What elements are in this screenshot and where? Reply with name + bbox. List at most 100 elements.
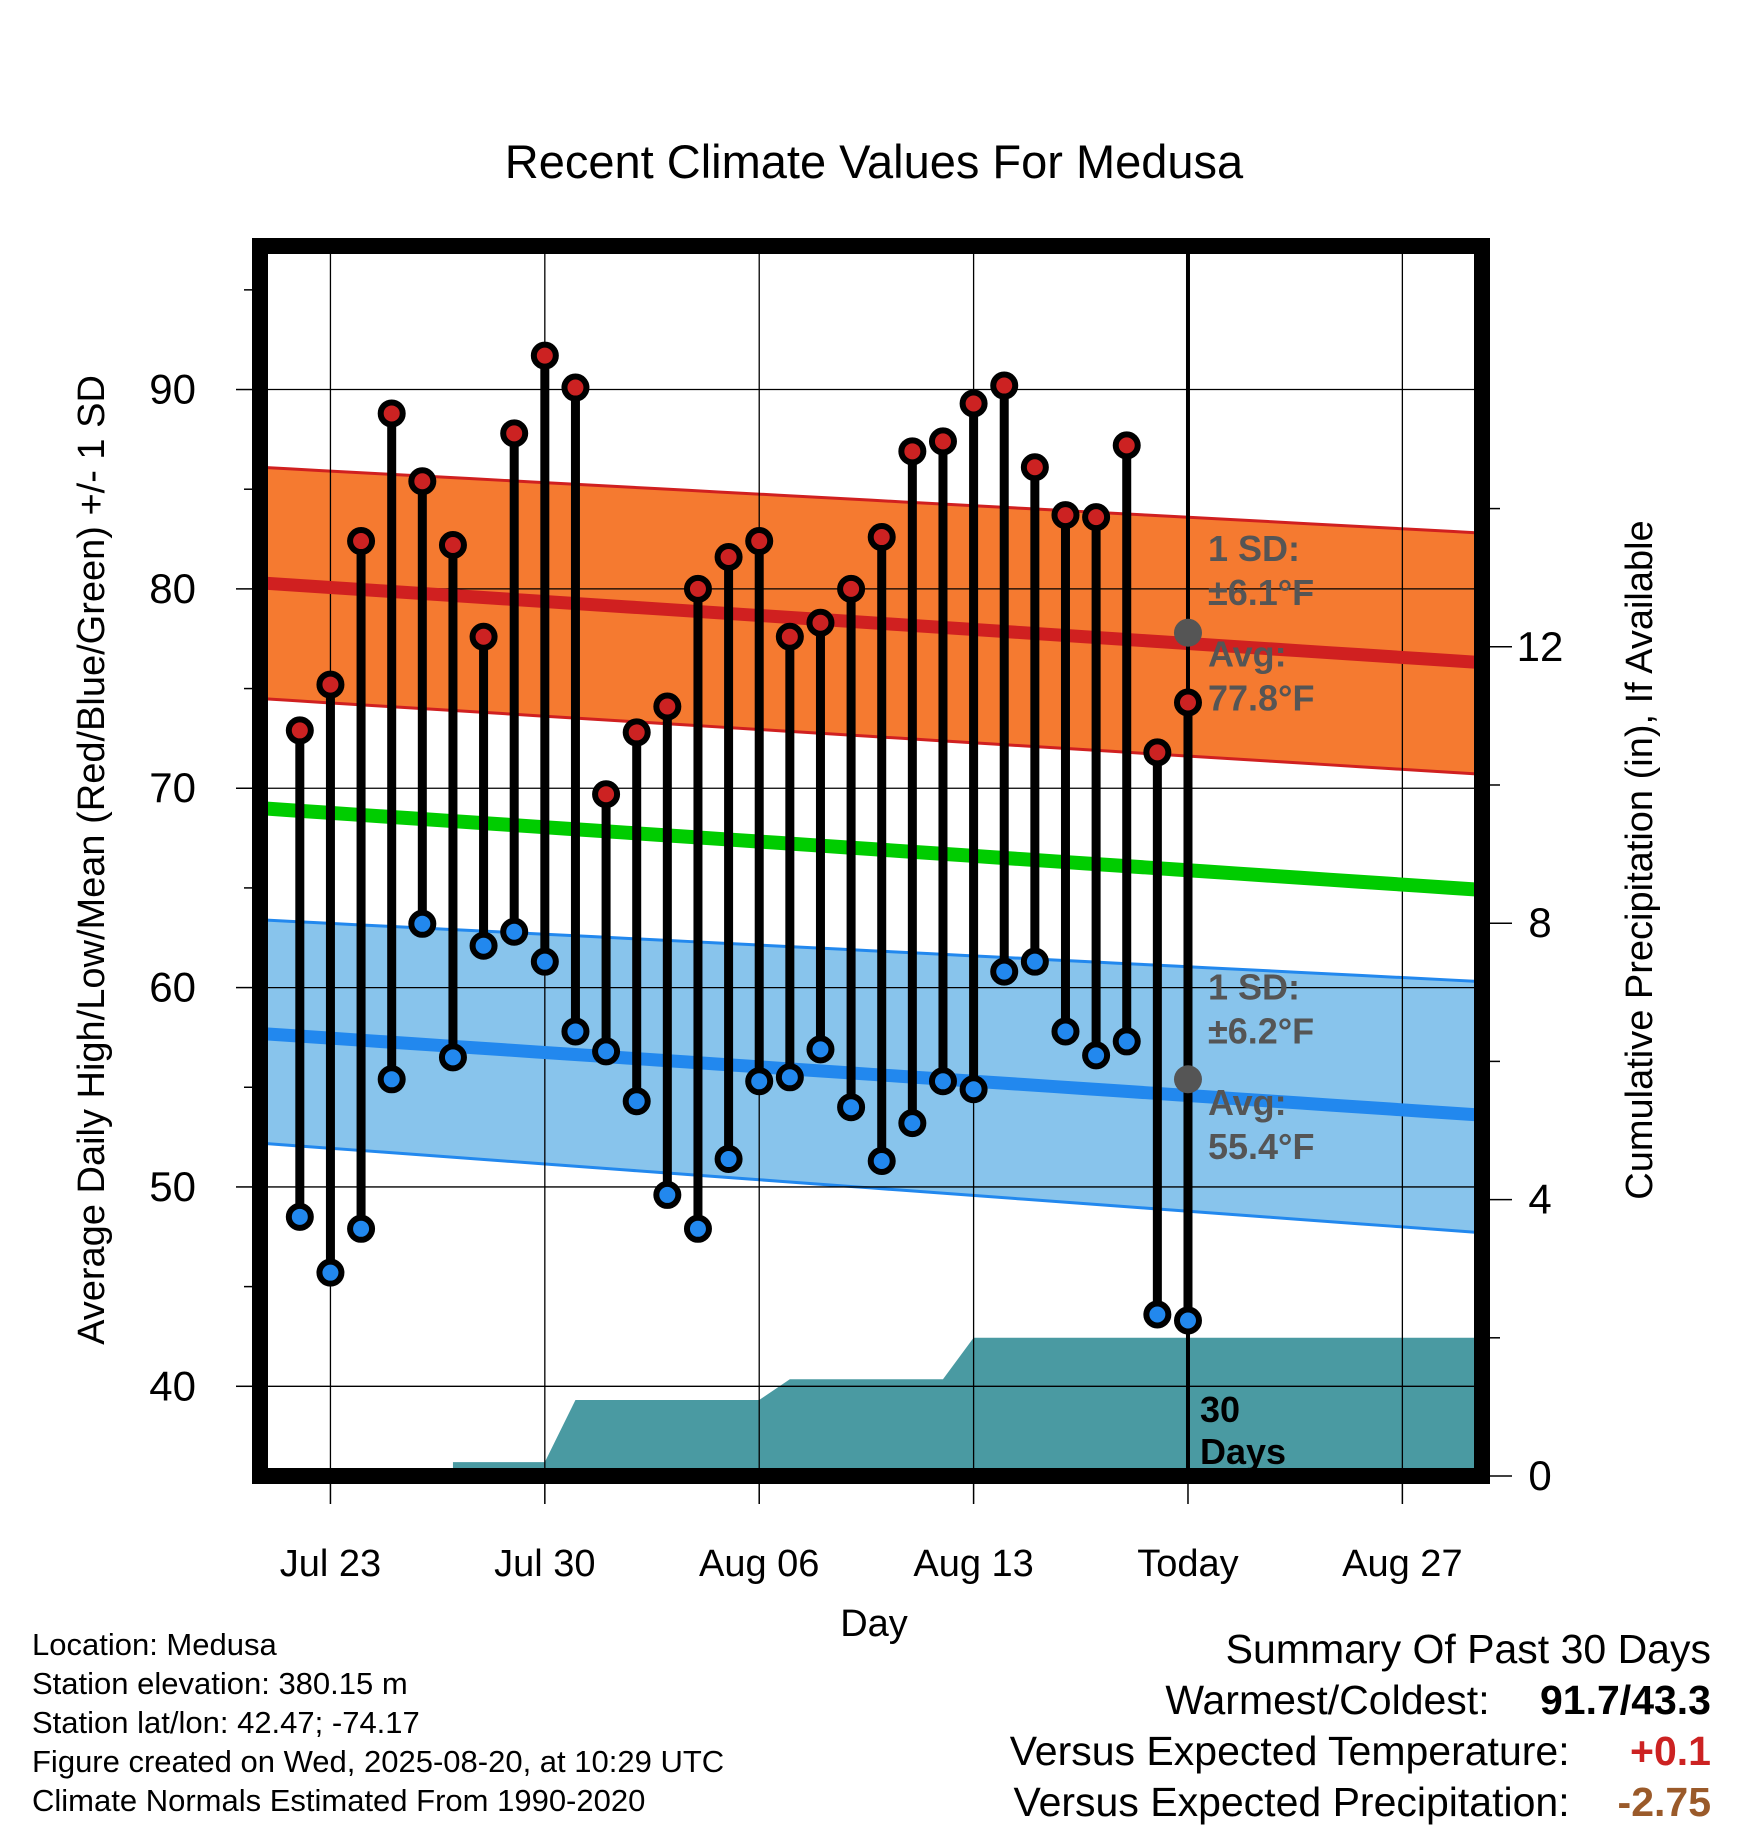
x-axis-label: Day [840, 1603, 908, 1645]
y-tick-label: 90 [149, 366, 196, 413]
high-normal-line [260, 576, 1482, 670]
high-temp-point [316, 670, 345, 699]
latlon-text: Station lat/lon: 42.47; -74.17 [32, 1705, 420, 1740]
low-sd-lower-line [260, 1141, 1482, 1235]
summary-panel: Summary Of Past 30 Days Warmest/Coldest:… [1010, 1624, 1711, 1828]
warmest-coldest-value: 91.7/43.3 [1540, 1677, 1711, 1723]
high-temp-point [928, 427, 957, 456]
low-temp-point [928, 1067, 957, 1096]
low-temp-point [1082, 1041, 1111, 1070]
high-temp-point [377, 399, 406, 428]
high-sd-lower-line [260, 697, 1482, 776]
low-temp-point [806, 1035, 835, 1064]
location-text: Location: Medusa [32, 1627, 277, 1662]
temp-departure-label: Versus Expected Temperature: [1009, 1728, 1570, 1774]
low-temp-point [714, 1145, 743, 1174]
low-temp-point [683, 1214, 712, 1243]
low-temp-point [1112, 1027, 1141, 1056]
created-text: Figure created on Wed, 2025-08-20, at 10… [32, 1744, 725, 1779]
low-temp-point [530, 947, 559, 976]
high-sd-value: ±6.1°F [1208, 572, 1314, 613]
low-temp-point [898, 1109, 927, 1138]
x-tick-label: Today [1137, 1543, 1238, 1585]
high-temp-point [1173, 688, 1202, 717]
low-temp-point [438, 1043, 467, 1072]
y-tick-label: 70 [149, 764, 196, 811]
warmest-coldest-row: Warmest/Coldest: 91.7/43.3 [1010, 1675, 1711, 1726]
low-temp-point [561, 1017, 590, 1046]
low-temp-point [1173, 1306, 1202, 1335]
low-temp-point [653, 1180, 682, 1209]
x-tick-label: Aug 13 [913, 1543, 1033, 1585]
precip-departure-value: -2.75 [1617, 1779, 1711, 1825]
y2-axis-label: Cumulative Precipitation (in), If Availa… [1619, 520, 1661, 1199]
high-temp-point [1112, 431, 1141, 460]
y2-tick-label: 8 [1528, 899, 1551, 946]
high-temp-point [867, 523, 896, 552]
high-temp-point [469, 622, 498, 651]
elevation-text: Station elevation: 380.15 m [32, 1666, 408, 1701]
temp-departure-value: +0.1 [1630, 1728, 1711, 1774]
x-tick-label: Aug 27 [1342, 1543, 1462, 1585]
high-temp-point [806, 608, 835, 637]
temp-departure-row: Versus Expected Temperature: +0.1 [1010, 1726, 1711, 1777]
x-tick-label: Jul 23 [280, 1543, 381, 1585]
low-temp-point [959, 1075, 988, 1104]
high-sd-label: 1 SD: [1208, 528, 1300, 569]
low-temp-point [837, 1093, 866, 1122]
warmest-coldest-label: Warmest/Coldest: [1165, 1677, 1490, 1723]
high-temp-point [990, 371, 1019, 400]
days-word-label: Days [1200, 1431, 1286, 1472]
high-temp-point [714, 542, 743, 571]
x-tick-label: Aug 06 [699, 1543, 819, 1585]
low-sd-value: ±6.2°F [1208, 1010, 1314, 1051]
plot-frame [252, 238, 1490, 1484]
low-temp-point [622, 1087, 651, 1116]
y2-tick-label: 0 [1528, 1452, 1551, 1499]
low-temp-point [316, 1258, 345, 1287]
low-avg-value: 55.4°F [1208, 1126, 1314, 1167]
low-temp-point [469, 931, 498, 960]
high-temp-point [1051, 501, 1080, 530]
low-temp-point [1051, 1017, 1080, 1046]
high-temp-point [622, 718, 651, 747]
y-tick-label: 40 [149, 1362, 196, 1409]
precipitation-area [269, 1337, 1482, 1476]
precip-departure-label: Versus Expected Precipitation: [1013, 1779, 1570, 1825]
high-temp-point [683, 574, 712, 603]
high-temp-point [898, 437, 927, 466]
high-temp-point [347, 527, 376, 556]
high-temp-point [775, 622, 804, 651]
low-temp-point [285, 1202, 314, 1231]
low-temp-point [745, 1067, 774, 1096]
low-sd-upper-line [260, 918, 1482, 984]
high-temp-point [561, 373, 590, 402]
high-temp-point [745, 527, 774, 556]
y-axis-label: Average Daily High/Low/Mean (Red/Blue/Gr… [71, 375, 113, 1345]
high-temp-point [408, 467, 437, 496]
low-temp-point [592, 1037, 621, 1066]
precip-departure-row: Versus Expected Precipitation: -2.75 [1010, 1777, 1712, 1828]
low-avg-marker [1173, 1065, 1202, 1094]
high-temp-point [285, 716, 314, 745]
days-count-label: 30 [1200, 1389, 1240, 1430]
low-temp-point [500, 917, 529, 946]
high-avg-value: 77.8°F [1208, 677, 1314, 718]
low-temp-point [990, 957, 1019, 986]
high-temp-point [1082, 503, 1111, 532]
high-sd-upper-line [260, 465, 1482, 535]
low-avg-label: Avg: [1208, 1082, 1287, 1123]
low-temp-point [1143, 1300, 1172, 1329]
y-tick-label: 80 [149, 565, 196, 612]
y2-tick-label: 4 [1528, 1176, 1551, 1223]
high-temp-point [1143, 738, 1172, 767]
y2-tick-label: 12 [1517, 623, 1564, 670]
high-temp-point [959, 389, 988, 418]
y-tick-label: 50 [149, 1163, 196, 1210]
mean-normal-line [260, 801, 1482, 897]
low-temp-point [775, 1063, 804, 1092]
station-info: Location: Medusa Station elevation: 380.… [32, 1625, 724, 1820]
x-tick-label: Jul 30 [494, 1543, 595, 1585]
